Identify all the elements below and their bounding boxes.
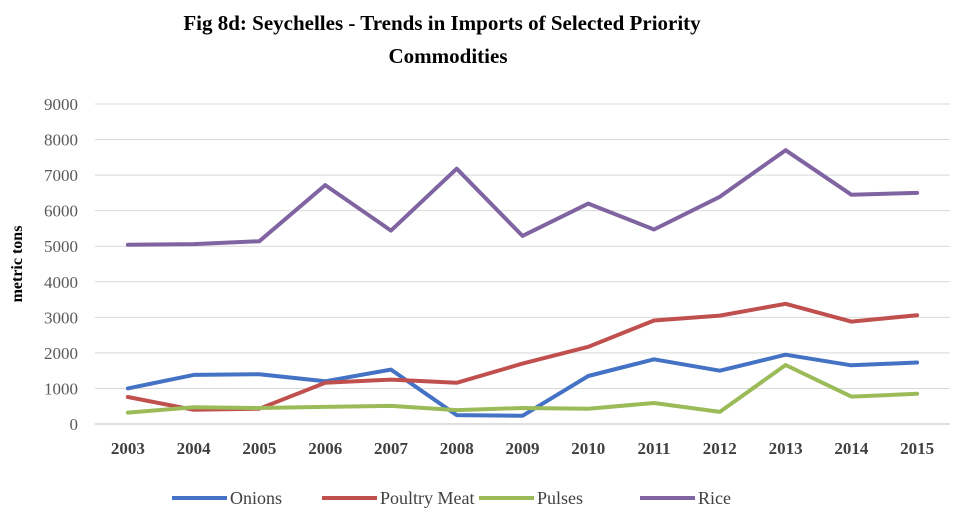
series-lines [125, 148, 920, 418]
y-tick-label: 8000 [44, 131, 78, 150]
y-axis-label: metric tons [9, 226, 26, 303]
legend-label: Pulses [537, 488, 583, 508]
legend-label: Onions [230, 488, 282, 508]
x-tick-label: 2003 [111, 439, 145, 458]
chart-title-line2: Commodities [389, 44, 508, 68]
legend: Onions Poultry Meat Pulses Rice [172, 488, 731, 508]
y-tick-label: 1000 [44, 379, 78, 398]
x-tick-label: 2006 [308, 439, 342, 458]
x-tick-label: 2010 [571, 439, 605, 458]
y-tick-label: 6000 [44, 202, 78, 221]
x-tick-label: 2004 [177, 439, 212, 458]
x-tick-label: 2005 [242, 439, 276, 458]
x-tick-label: 2008 [440, 439, 474, 458]
y-tick-label: 4000 [44, 273, 78, 292]
series-line-pulses [125, 363, 920, 415]
y-tick-label: 2000 [44, 344, 78, 363]
x-tick-label: 2011 [638, 439, 671, 458]
chart-title-line1: Fig 8d: Seychelles - Trends in Imports o… [183, 11, 701, 35]
x-tick-label: 2012 [703, 439, 737, 458]
series-line-rice [125, 148, 920, 247]
x-tick-label: 2007 [374, 439, 409, 458]
y-tick-label: 5000 [44, 237, 78, 256]
x-tick-label: 2013 [769, 439, 803, 458]
x-tick-label: 2009 [506, 439, 540, 458]
x-tick-label: 2015 [900, 439, 934, 458]
y-tick-label: 7000 [44, 166, 78, 185]
y-tick-label: 3000 [44, 308, 78, 327]
x-tick-label: 2014 [834, 439, 869, 458]
legend-label: Poultry Meat [380, 488, 475, 508]
gridlines [95, 103, 950, 425]
y-tick-label: 9000 [44, 95, 78, 114]
x-axis-ticks: 2003 2004 2005 2006 2007 2008 2009 2010 2011 2012… [111, 439, 934, 458]
series-line-onions [125, 352, 920, 418]
legend-label: Rice [698, 488, 731, 508]
y-axis-ticks: 0 1000 2000 3000 4000 5000 6000 7000 8000 9000 [44, 95, 78, 434]
y-tick-label: 0 [70, 415, 79, 434]
